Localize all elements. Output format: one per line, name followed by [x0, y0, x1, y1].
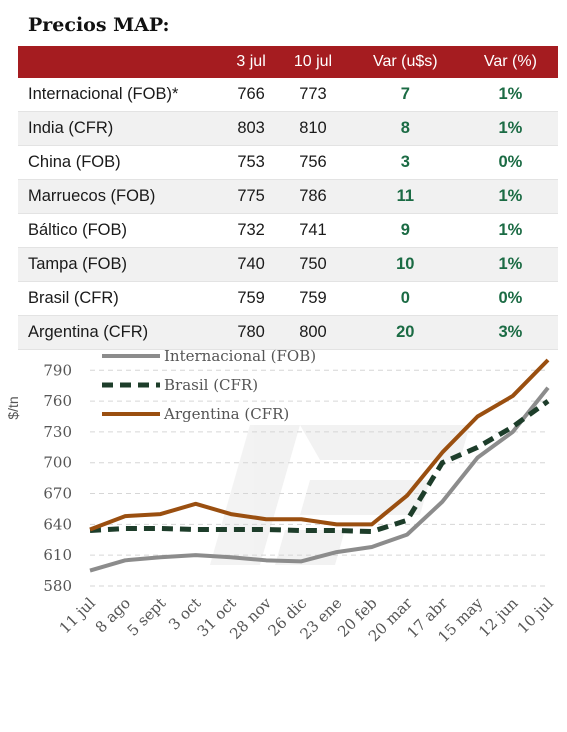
- price-3jul: 753: [224, 145, 279, 180]
- header-cell: Var (u$s): [347, 46, 463, 78]
- price-3jul: 740: [224, 247, 279, 282]
- table-header-row: 3 jul 10 jul Var (u$s) Var (%): [18, 46, 558, 78]
- var-pct: 1%: [462, 78, 558, 112]
- var-abs: 11: [347, 179, 463, 214]
- table-row: Báltico (FOB) 732 741 9 1%: [18, 213, 558, 248]
- legend-label: Argentina (CFR): [163, 405, 289, 423]
- y-tick-label: 700: [43, 454, 72, 472]
- var-pct: 1%: [462, 213, 558, 248]
- price-10jul: 773: [278, 78, 348, 112]
- header-cell: 10 jul: [278, 46, 348, 78]
- price-3jul: 766: [224, 78, 279, 112]
- table-row: Internacional (FOB)* 766 773 7 1%: [18, 78, 558, 112]
- y-axis-ticks: 580 610 640 670 700 730 760 790: [43, 361, 72, 595]
- price-3jul: 759: [224, 281, 279, 316]
- market-name: Argentina (CFR): [18, 315, 224, 350]
- table-row: Marruecos (FOB) 775 786 11 1%: [18, 179, 558, 214]
- price-10jul: 810: [278, 111, 348, 146]
- legend-label: Brasil (CFR): [164, 376, 258, 394]
- legend-label: Internacional (FOB): [164, 347, 316, 365]
- y-axis-label: $/tn: [5, 396, 21, 419]
- series-line-1: [89, 399, 550, 535]
- page-title: Precios MAP:: [28, 14, 170, 36]
- price-10jul: 759: [278, 281, 348, 316]
- market-name: India (CFR): [18, 111, 224, 146]
- y-tick-label: 760: [43, 392, 72, 410]
- prices-table: 3 jul 10 jul Var (u$s) Var (%) Internaci…: [18, 46, 558, 350]
- var-abs: 20: [347, 315, 463, 350]
- var-pct: 1%: [462, 247, 558, 282]
- y-tick-label: 790: [43, 361, 72, 379]
- var-pct: 0%: [462, 145, 558, 180]
- var-pct: 3%: [462, 315, 558, 350]
- var-pct: 1%: [462, 111, 558, 146]
- header-cell: [18, 46, 224, 78]
- price-3jul: 775: [224, 179, 279, 214]
- price-10jul: 786: [278, 179, 348, 214]
- header-cell: Var (%): [462, 46, 558, 78]
- y-tick-label: 640: [43, 515, 72, 533]
- y-tick-label: 580: [43, 577, 72, 595]
- price-10jul: 750: [278, 247, 348, 282]
- x-tick-label: 10 jul: [514, 594, 557, 637]
- var-abs: 9: [347, 213, 463, 248]
- market-name: Marruecos (FOB): [18, 179, 224, 214]
- table-row: China (FOB) 753 756 3 0%: [18, 145, 558, 180]
- header-cell: 3 jul: [224, 46, 279, 78]
- var-abs: 10: [347, 247, 463, 282]
- var-pct: 1%: [462, 179, 558, 214]
- price-10jul: 800: [278, 315, 348, 350]
- market-name: Internacional (FOB)*: [18, 78, 224, 112]
- y-tick-label: 670: [43, 485, 72, 503]
- var-abs: 8: [347, 111, 463, 146]
- x-tick-label: 12 jun: [475, 594, 522, 641]
- price-10jul: 756: [278, 145, 348, 180]
- x-tick-label: 11 jul: [56, 594, 99, 637]
- table-row: Tampa (FOB) 740 750 10 1%: [18, 247, 558, 282]
- price-3jul: 732: [224, 213, 279, 248]
- series-line-0: [89, 386, 550, 573]
- market-name: China (FOB): [18, 145, 224, 180]
- series-line-2: [89, 358, 550, 532]
- chart-series: [89, 358, 550, 573]
- watermark-logo: [210, 425, 470, 565]
- table-row: India (CFR) 803 810 8 1%: [18, 111, 558, 146]
- table-row: Argentina (CFR) 780 800 20 3%: [18, 315, 558, 350]
- price-3jul: 803: [224, 111, 279, 146]
- market-name: Tampa (FOB): [18, 247, 224, 282]
- var-abs: 0: [347, 281, 463, 316]
- market-name: Báltico (FOB): [18, 213, 224, 248]
- table-row: Brasil (CFR) 759 759 0 0%: [18, 281, 558, 316]
- y-tick-label: 730: [43, 423, 72, 441]
- x-tick-label: 5 sept: [124, 594, 170, 640]
- chart-legend: Internacional (FOB) Brasil (CFR) Argentina…: [102, 347, 316, 423]
- price-3jul: 780: [224, 315, 279, 350]
- var-abs: 3: [347, 145, 463, 180]
- var-pct: 0%: [462, 281, 558, 316]
- var-abs: 7: [347, 78, 463, 112]
- y-tick-label: 610: [43, 546, 72, 564]
- price-10jul: 741: [278, 213, 348, 248]
- market-name: Brasil (CFR): [18, 281, 224, 316]
